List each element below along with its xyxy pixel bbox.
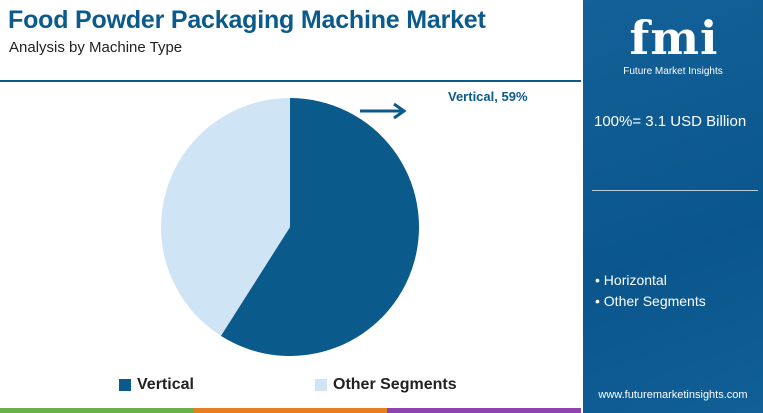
info-side-panel: fmi Future Market Insights 100%= 3.1 USD… — [583, 0, 763, 413]
bottom-color-strip — [0, 408, 582, 413]
segment-item-other-segments: • Other Segments — [595, 293, 706, 309]
legend-item-other-segments: Other Segments — [315, 376, 457, 394]
callout-arrow-icon — [360, 102, 407, 120]
website-link: www.futuremarketinsights.com — [598, 389, 748, 401]
segment-item-horizontal: • Horizontal — [595, 272, 667, 288]
chart-subtitle: Analysis by Machine Type — [9, 39, 183, 56]
strip-orange — [193, 408, 388, 413]
pie-slices — [161, 98, 419, 356]
market-total-label: 100%= 3.1 USD Billion — [594, 113, 747, 130]
logo-tagline: Future Market Insights — [623, 66, 723, 77]
chart-legend: Vertical Other Segments — [0, 376, 581, 396]
legend-label-vertical: Vertical — [137, 376, 194, 393]
legend-swatch-other-segments — [315, 379, 327, 391]
pie-slice-vertical — [220, 98, 419, 356]
chart-title: Food Powder Packaging Machine Market — [8, 6, 486, 34]
pie-callout-label: Vertical, 59% — [448, 89, 528, 104]
fmi-logo: fmi — [629, 11, 719, 65]
title-divider — [0, 80, 581, 82]
segment-list: • Horizontal • Other Segments — [595, 270, 706, 312]
legend-item-vertical: Vertical — [119, 376, 194, 394]
pie-slice-other-segments — [161, 98, 290, 336]
panel-divider — [592, 190, 758, 191]
strip-purple — [387, 408, 582, 413]
pie-chart — [161, 98, 419, 356]
strip-green — [0, 408, 194, 413]
legend-swatch-vertical — [119, 379, 131, 391]
legend-label-other-segments: Other Segments — [333, 376, 457, 393]
